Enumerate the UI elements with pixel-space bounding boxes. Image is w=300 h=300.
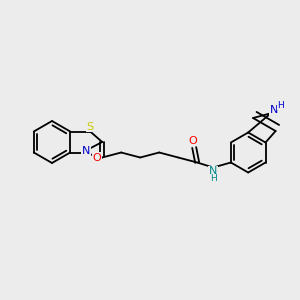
Text: N: N [209,167,218,176]
Text: O: O [189,136,198,146]
Text: O: O [93,153,102,163]
Text: H: H [278,101,284,110]
Text: N: N [82,146,90,155]
Text: N: N [270,105,278,115]
Text: H: H [210,174,217,183]
Text: S: S [87,122,94,131]
